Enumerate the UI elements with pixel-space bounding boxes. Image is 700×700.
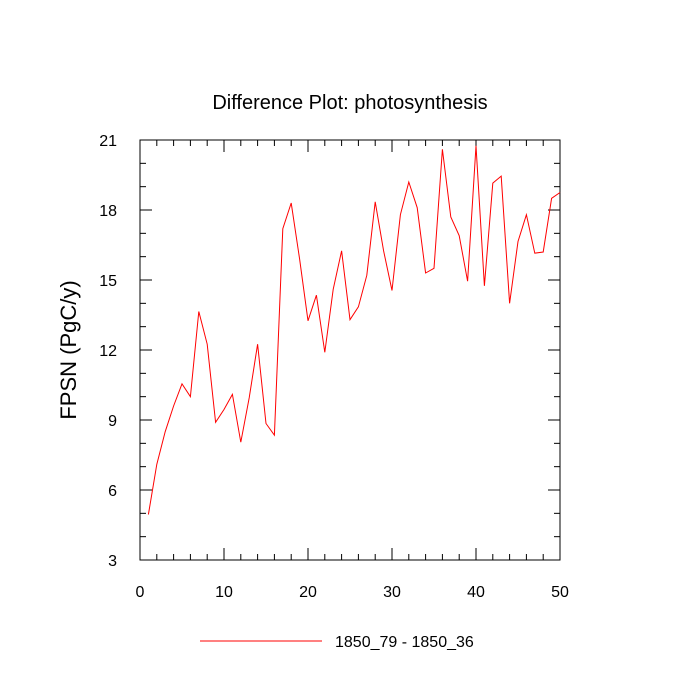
legend: 1850_79 - 1850_36 <box>200 634 474 651</box>
y-axis-label: FPSN (PgC/y) <box>56 280 81 419</box>
tick-labels: 0 10 20 30 40 50 3 6 9 12 15 18 21 <box>99 133 569 601</box>
x-tick-label: 40 <box>467 584 485 601</box>
y-tick-label: 9 <box>108 413 117 430</box>
series-layer <box>147 145 561 515</box>
x-tick-label: 50 <box>551 584 569 601</box>
chart-title: Difference Plot: photosynthesis <box>212 92 487 114</box>
y-tick-label: 3 <box>108 553 117 570</box>
x-tick-label: 0 <box>136 584 145 601</box>
y-tick-label: 6 <box>108 483 117 500</box>
plot-frame <box>139 139 561 561</box>
x-tick-label: 10 <box>215 584 233 601</box>
axis-ticks <box>139 139 561 561</box>
y-tick-label: 15 <box>99 273 117 290</box>
legend-label: 1850_79 - 1850_36 <box>335 634 474 651</box>
y-tick-label: 12 <box>99 343 117 360</box>
x-tick-label: 20 <box>299 584 317 601</box>
series-line <box>147 145 561 515</box>
x-tick-label: 30 <box>383 584 401 601</box>
y-tick-label: 21 <box>99 133 117 150</box>
y-tick-label: 18 <box>99 203 117 220</box>
